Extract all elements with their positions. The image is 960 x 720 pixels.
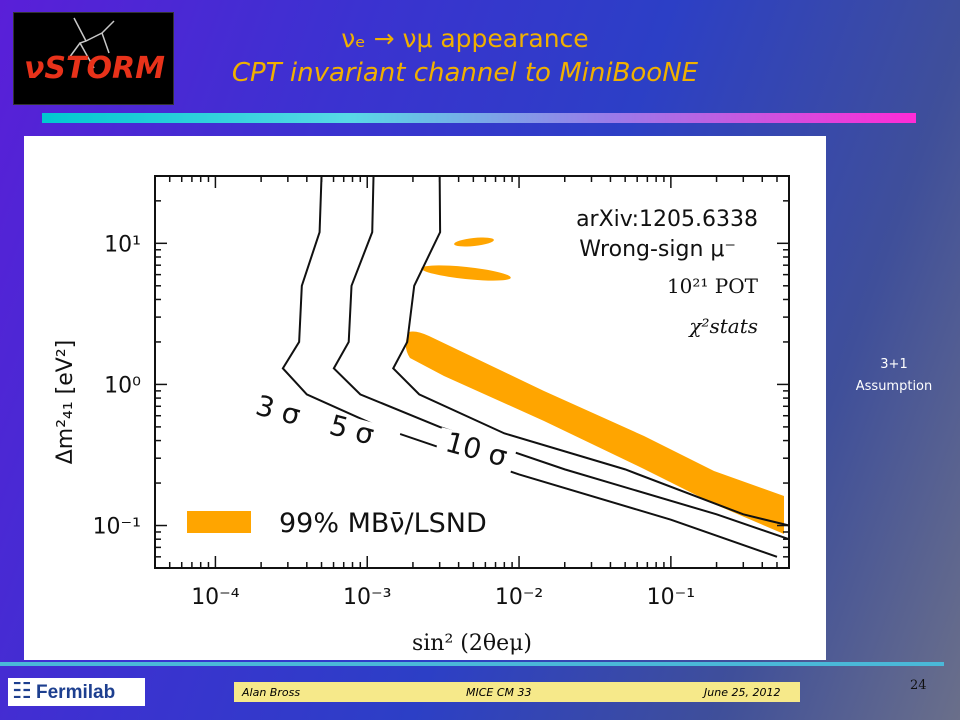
legend: 99% MBν̄/LSND	[187, 508, 487, 539]
contour-label-bg	[318, 410, 402, 460]
footer-author: Alan Bross	[242, 686, 301, 699]
y-tick-label: 10⁰	[104, 373, 141, 398]
page-number: 24	[910, 678, 927, 693]
assumption-line-1: 3+1	[880, 357, 908, 372]
contour-label-bg	[244, 390, 328, 440]
lightning-graphic	[68, 17, 115, 69]
footer-meeting: MICE CM 33	[466, 686, 532, 699]
contour-label-2: 5 σ	[326, 408, 377, 451]
annotation-pot: 10²¹ POT	[667, 274, 759, 298]
title-line-1: νₑ → νμ appearance	[341, 24, 589, 53]
x-axis-label: sin² (2θeμ)	[412, 631, 532, 656]
y-axis-label: Δm²₄₁ [eV²]	[53, 340, 78, 465]
fermilab-icon: ☷	[12, 679, 32, 704]
y-tick-label: 10⁻¹	[93, 515, 141, 540]
y-tick-label: 10¹	[104, 232, 141, 257]
footer-divider-bar	[0, 662, 944, 666]
allowed-region-island-1	[454, 237, 494, 247]
x-tick-label: 10⁻¹	[647, 585, 695, 610]
fermilab-logo: ☷ Fermilab	[8, 678, 145, 706]
contour-label-1: 3 σ	[252, 389, 303, 432]
annotation-ref: arXiv:1205.6338	[576, 207, 758, 232]
plot-frame	[154, 175, 790, 569]
logo-text: νSTORM	[24, 51, 165, 86]
x-tick-label: 10⁻²	[495, 585, 543, 610]
x-tick-label: 10⁻⁴	[191, 585, 240, 610]
footer-date: June 25, 2012	[704, 686, 781, 699]
annotation-chi: χ²stats	[687, 314, 758, 338]
assumption-note: 3+1 Assumption	[836, 354, 952, 398]
title-divider-bar	[42, 113, 916, 123]
contour-label-bg	[434, 427, 518, 477]
allowed-region-band-main	[405, 331, 784, 534]
contour-1	[281, 175, 778, 558]
annotation-sign: Wrong-sign μ⁻	[579, 237, 736, 262]
contour-3	[391, 175, 790, 527]
contour-2	[332, 175, 790, 541]
legend-label: 99% MBν̄/LSND	[279, 508, 487, 539]
allowed-region-island-2	[421, 265, 511, 281]
annotation-block: arXiv:1205.6338 Wrong-sign μ⁻ 10²¹ POT χ…	[576, 207, 759, 338]
slide-title: νₑ → νμ appearance CPT invariant channel…	[185, 22, 745, 90]
assumption-line-2: Assumption	[855, 379, 933, 394]
title-line-2: CPT invariant channel to MiniBooNE	[231, 58, 699, 88]
fermilab-name: Fermilab	[36, 682, 116, 703]
footer-bar: Alan Bross MICE CM 33 June 25, 2012	[234, 682, 800, 702]
legend-swatch	[187, 511, 251, 533]
x-tick-label: 10⁻³	[343, 585, 391, 610]
nustorm-logo: νSTORM	[13, 12, 174, 105]
